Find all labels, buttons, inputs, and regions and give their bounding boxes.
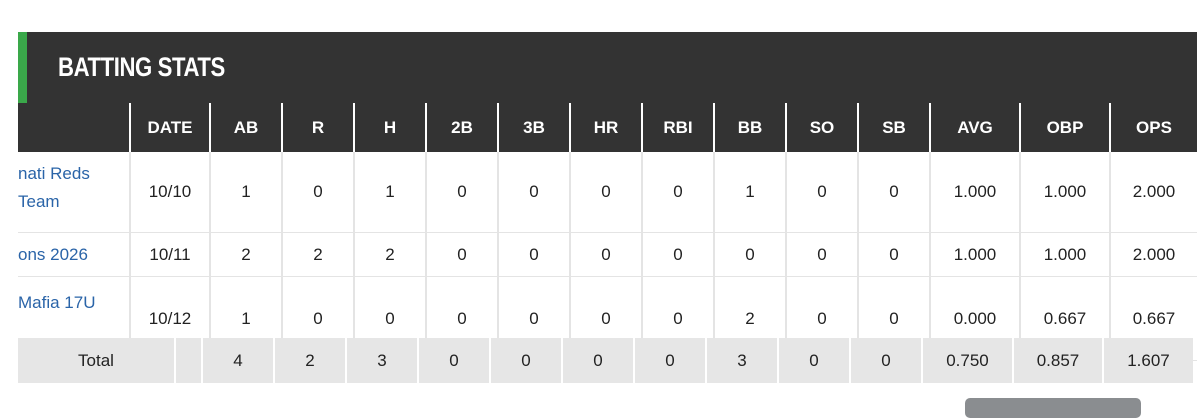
total-cell: 0 [633, 338, 706, 383]
total-cell: 1.607 [1102, 338, 1193, 383]
total-cell: 0 [489, 338, 562, 383]
empty-cell [174, 338, 202, 383]
header-cell: SO [785, 103, 858, 152]
stat-cell: 0 [785, 152, 858, 233]
header-cell: R [281, 103, 354, 152]
total-row: Total 4 2 3 0 0 0 0 3 0 0 0.750 0.857 1.607 [18, 338, 1193, 383]
total-cell: 3 [345, 338, 418, 383]
team-link[interactable]: ons 2026 [18, 232, 130, 277]
data-row: nati Reds Team 10/10 1 0 1 0 0 0 0 1 0 0 1.000 1.000 2… [18, 152, 1197, 233]
stat-cell: 1.000 [929, 152, 1020, 233]
total-cell: 2 [273, 338, 346, 383]
header-cell: DATE [129, 103, 210, 152]
total-cell: 0 [777, 338, 850, 383]
stat-cell: 0 [569, 152, 642, 233]
stat-cell: 0 [569, 232, 642, 277]
stat-cell: 2.000 [1109, 152, 1197, 233]
total-table: Total 4 2 3 0 0 0 0 3 0 0 0.750 0.857 1.607 [18, 338, 1193, 383]
accent-bar [18, 32, 27, 103]
header-cell: OBP [1019, 103, 1110, 152]
header-cell: 2B [425, 103, 498, 152]
stat-cell: 0 [425, 152, 498, 233]
data-row: ons 2026 10/11 2 2 2 0 0 0 0 0 0 0 1.000 1.000 2.000 [18, 232, 1197, 277]
total-label: Total [78, 350, 114, 370]
stat-cell: 0 [785, 232, 858, 277]
header-cell: HR [569, 103, 642, 152]
total-cell: 0.857 [1012, 338, 1103, 383]
header-cell: H [353, 103, 426, 152]
stat-cell: 0 [641, 152, 714, 233]
stat-cell: 1 [209, 152, 282, 233]
total-cell: 0 [849, 338, 922, 383]
stat-cell: 1.000 [1019, 232, 1110, 277]
header-cell: 3B [497, 103, 570, 152]
total-cell: 4 [201, 338, 274, 383]
stat-cell: 0 [857, 152, 930, 233]
stat-cell: 2 [209, 232, 282, 277]
stat-cell: 2.000 [1109, 232, 1197, 277]
total-cell: 0 [417, 338, 490, 383]
header-cell: OPS [1109, 103, 1197, 152]
stat-cell: 2 [353, 232, 426, 277]
total-cell: 0 [561, 338, 634, 383]
stat-cell: 0 [857, 232, 930, 277]
header-cell: BB [713, 103, 786, 152]
section-title: BATTING STATS [58, 52, 225, 82]
stat-cell: 10/10 [129, 152, 210, 233]
stat-cell: 1.000 [1019, 152, 1110, 233]
header-cell [18, 103, 130, 152]
stat-cell: 1 [353, 152, 426, 233]
total-cell: 3 [705, 338, 778, 383]
stat-cell: 2 [281, 232, 354, 277]
stat-cell: 0 [713, 232, 786, 277]
button[interactable] [965, 398, 1141, 418]
team-link[interactable]: nati Reds Team [18, 152, 130, 233]
stat-cell: 0 [497, 152, 570, 233]
stats-table: DATE AB R H 2B 3B HR RBI BB SO SB AVG OBP OPS nati Re… [18, 103, 1197, 361]
stat-cell: 10/11 [129, 232, 210, 277]
section-header: BATTING STATS [18, 32, 1197, 103]
stat-cell: 0 [497, 232, 570, 277]
header-cell: AB [209, 103, 282, 152]
total-cell: 0.750 [921, 338, 1013, 383]
header-cell: SB [857, 103, 930, 152]
stat-cell: 1.000 [929, 232, 1020, 277]
header-row: DATE AB R H 2B 3B HR RBI BB SO SB AVG OBP OPS [18, 103, 1197, 152]
stat-cell: 0 [425, 232, 498, 277]
header-cell: AVG [929, 103, 1020, 152]
header-cell: RBI [641, 103, 714, 152]
stat-cell: 0 [281, 152, 354, 233]
stat-cell: 0 [641, 232, 714, 277]
stat-cell: 1 [713, 152, 786, 233]
